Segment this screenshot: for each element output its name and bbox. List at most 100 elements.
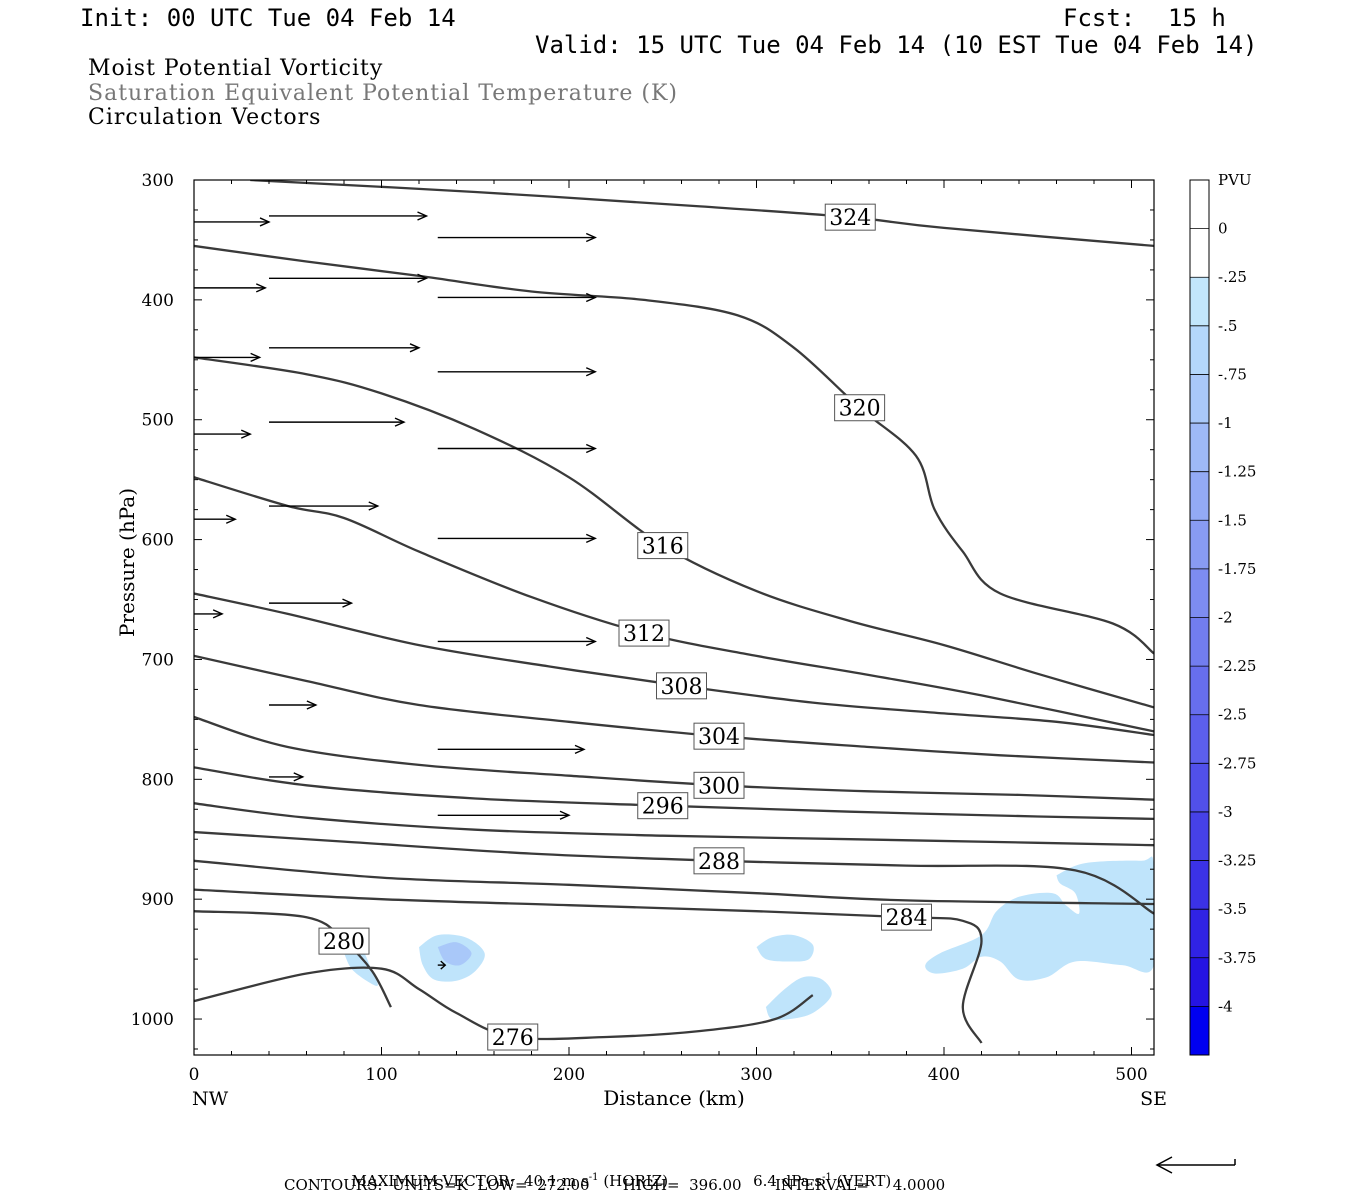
contour-label-box — [881, 903, 932, 931]
contour-labels: 324 320 316 312 308 304 300 296 288 284 280 276 — [318, 203, 932, 1051]
y-tick-label: 500 — [142, 411, 174, 431]
contour-320 — [194, 244, 1154, 655]
y-tick-label: 300 — [142, 171, 174, 191]
vector-head — [212, 609, 224, 619]
y-tick-label: 700 — [142, 650, 174, 670]
vector-head — [259, 217, 271, 227]
contour-300 — [194, 715, 1154, 801]
contour-label-text: 320 — [839, 397, 881, 422]
contour-label-text: 288 — [698, 850, 740, 875]
circulation-vector — [194, 429, 252, 439]
contour-label-box — [487, 1023, 539, 1051]
colorbar-segment — [1190, 277, 1209, 327]
contour-label-box — [824, 203, 876, 231]
forecast-hour: 15 h — [1168, 4, 1226, 32]
colorbar-label: -.75 — [1218, 365, 1247, 383]
vector-head — [585, 367, 597, 377]
contour-label-box — [637, 792, 689, 820]
reference-vector — [1155, 1156, 1236, 1174]
contour-label-316: 316 — [637, 532, 689, 560]
contour-label-312: 312 — [618, 619, 670, 647]
contour-label-text: 312 — [623, 622, 665, 647]
vector-head — [417, 211, 429, 221]
forecast-label: Fcst: — [1063, 4, 1136, 32]
colorbar-segment — [1190, 180, 1209, 230]
contour-label-324: 324 — [824, 203, 876, 231]
colorbar-segment — [1190, 957, 1209, 1007]
contours-info: CONTOURS: UNITS=K LOW= 272.00 HIGH= 396.… — [284, 1176, 946, 1194]
colorbar-segment — [1190, 860, 1209, 910]
vector-head — [574, 744, 586, 754]
y-tick-label: 800 — [142, 770, 174, 790]
x-tick-label: 300 — [740, 1065, 772, 1085]
contour-label-text: 284 — [886, 906, 928, 931]
colorbar-label: -1 — [1218, 414, 1233, 432]
y-tick-label: 900 — [142, 890, 174, 910]
colorbar-label: -2.25 — [1218, 657, 1256, 675]
x-tick-label: 400 — [928, 1065, 960, 1085]
x-axis-label: Distance (km) — [603, 1086, 745, 1110]
vert-tag: (VERT) — [836, 1172, 892, 1190]
vector-head — [306, 700, 318, 710]
contour-label-text: 316 — [642, 535, 684, 560]
horiz-exponent: -1 — [588, 1172, 599, 1183]
contour-label-304: 304 — [693, 722, 745, 750]
vector-head — [440, 960, 447, 970]
pv-shading — [344, 856, 1154, 1021]
circulation-vector — [437, 367, 597, 377]
horiz-tag: (HORIZ) — [603, 1172, 669, 1190]
colorbar-label: -2.75 — [1218, 754, 1256, 772]
circulation-vector — [194, 514, 237, 524]
contour-284 — [194, 888, 983, 1044]
vector-head — [293, 772, 305, 782]
contour-label-box — [693, 847, 745, 875]
max-vector-vert: 6.4 dPa s — [753, 1172, 823, 1190]
max-vector-label: MAXIMUM VECTOR: — [351, 1172, 515, 1190]
circulation-vector — [269, 211, 429, 221]
x-tick-label: 200 — [553, 1065, 585, 1085]
colorbar-label: -4 — [1218, 997, 1233, 1015]
init-time: Init: 00 UTC Tue 04 Feb 14 — [80, 4, 456, 32]
contour-label-text: 276 — [492, 1026, 534, 1051]
contour-label-box — [693, 771, 745, 799]
circulation-vector — [194, 352, 262, 363]
circulation-vector — [269, 343, 421, 353]
colorbar-segment — [1190, 1006, 1209, 1056]
contour-label-box — [318, 927, 370, 955]
colorbar-title: PVU — [1218, 171, 1252, 189]
vector-head — [368, 501, 380, 511]
x-tick-label: 0 — [189, 1065, 200, 1085]
circulation-vector — [269, 700, 318, 710]
circulation-vectors — [194, 211, 597, 970]
vector-head — [240, 429, 252, 439]
contour-label-text: 280 — [323, 930, 365, 955]
contour-292 — [194, 802, 1154, 847]
contour-label-300: 300 — [693, 771, 745, 799]
colorbar-label: 0 — [1218, 220, 1228, 238]
valid-time: Valid: 15 UTC Tue 04 Feb 14 (10 EST Tue … — [535, 31, 1258, 59]
plot-frame — [193, 179, 1155, 1056]
colorbar-label: -3.25 — [1218, 852, 1256, 870]
contour-label-280: 280 — [318, 927, 370, 955]
colorbar-segment — [1190, 374, 1209, 424]
circulation-vector — [437, 810, 571, 820]
y-tick-label: 400 — [142, 291, 174, 311]
x-end-label-left: NW — [192, 1088, 229, 1110]
vector-head — [585, 292, 597, 303]
colorbar-segment — [1190, 909, 1209, 959]
circulation-vector — [437, 533, 597, 544]
y-tick-label: 600 — [142, 531, 174, 551]
contour-286 — [194, 859, 1154, 906]
contour-label-box — [637, 532, 689, 560]
colorbar-segment — [1190, 520, 1209, 570]
y-axis-label: Pressure (hPa) — [115, 488, 139, 637]
colorbar-segment — [1190, 325, 1209, 375]
title-theta-es: Saturation Equivalent Potential Temperat… — [88, 81, 678, 106]
contour-label-288: 288 — [693, 847, 745, 875]
contour-324 — [250, 180, 1154, 248]
contour-label-284: 284 — [881, 903, 932, 931]
y-tick-label: 1000 — [131, 1010, 174, 1030]
title-mpv: Moist Potential Vorticity — [88, 56, 384, 81]
circulation-vector — [269, 598, 354, 608]
contour-label-308: 308 — [656, 672, 707, 700]
